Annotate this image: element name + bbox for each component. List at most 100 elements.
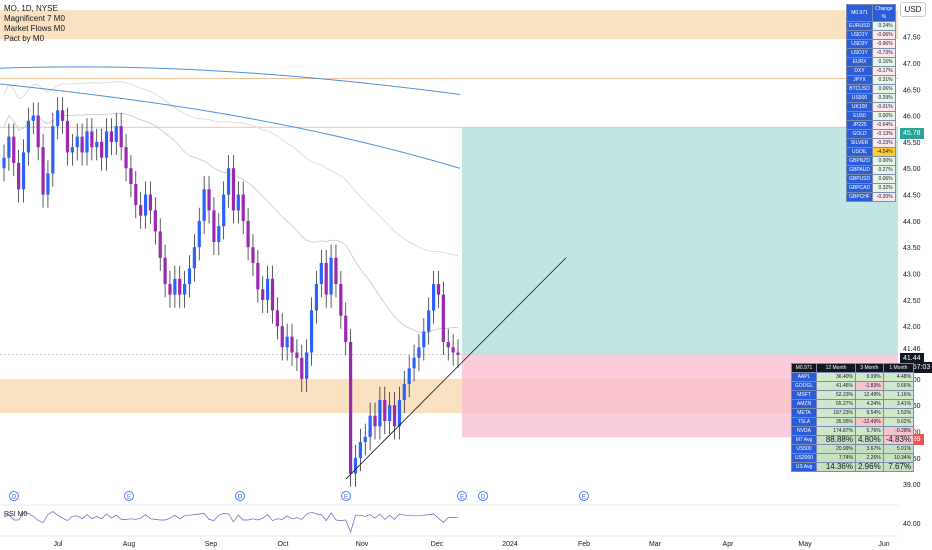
fx-symbol: GBPCAD (845, 183, 874, 193)
symbol-title[interactable]: MO, 1D, NYSE (4, 4, 58, 13)
time-axis[interactable]: Jul Aug Sep Oct Nov Dec 2024 Feb Mar Apr May Jun (0, 535, 898, 548)
fx-symbol: JPYX (845, 75, 874, 85)
event-marker-label: D (12, 495, 17, 501)
candle-body (217, 226, 221, 242)
m7-avg-value: 7.67% (882, 462, 915, 472)
fx-change: 0.00% (872, 156, 896, 166)
fx-row: GBPCHF -0.20% (845, 192, 896, 202)
x-tick-label: Jul (54, 541, 63, 548)
fx-symbol: SILVER (845, 138, 874, 148)
candle-body (397, 399, 402, 427)
candle-body (197, 220, 201, 248)
candle-body (231, 168, 236, 211)
m7-value: 9.54% (855, 408, 884, 418)
candle-body (2, 157, 6, 169)
candle-body (129, 168, 133, 185)
m7-row: AAPL 36.40% 9.99% 4.48% (791, 372, 915, 382)
m7-symbol: GOOGL (791, 381, 817, 391)
indicator-magnificent-7[interactable]: Magnificent 7 M0 (4, 14, 65, 23)
m7-value: 12.49% (855, 390, 884, 400)
m7-value: 52.23% (816, 390, 856, 400)
m7-value: 4.24% (855, 399, 884, 409)
m7-row: TSLA 35.95% -12.49% 9.62% (791, 417, 915, 427)
m7-value: 0.66% (882, 381, 915, 391)
y-tick-label: 43.50 (903, 245, 921, 252)
event-marker-label: D (238, 495, 243, 501)
event-marker (124, 491, 134, 501)
m7-avg-value: 20.99% (816, 444, 856, 454)
candle-body (90, 131, 94, 148)
indicator-pact[interactable]: Pact by M0 (4, 34, 45, 43)
m7-symbol: NVDA (791, 426, 817, 436)
candle-body (339, 284, 343, 316)
candle-body (388, 405, 392, 422)
candlestick-series (2, 97, 460, 487)
event-marker (341, 491, 351, 501)
fx-change: -0.06% (872, 30, 896, 40)
candle-body (158, 231, 162, 258)
m7-header-cell: M0.971 (791, 363, 817, 373)
m7-avg-row: US500 20.99% 3.67% 5.01% (791, 444, 915, 454)
m7-symbol: MSFT (791, 390, 817, 400)
candle-body (436, 284, 441, 295)
x-tick-label: Nov (356, 541, 369, 548)
candle-body (285, 336, 289, 348)
event-marker-label: E (127, 495, 131, 501)
candle-body (60, 110, 65, 121)
candle-body (290, 336, 294, 353)
rsi-axis-label: 40.00 (903, 521, 921, 528)
candle-body (85, 131, 89, 153)
indicator-market-flows[interactable]: Market Flows M0 (4, 24, 65, 33)
fx-symbol: GOLD (845, 129, 874, 139)
fx-change: 0.06% (872, 84, 896, 94)
candle-body (309, 310, 314, 353)
fx-symbol: GBPUSD (845, 174, 874, 184)
m7-header-row: M0.971 12 Month 3 Month 1 Month (791, 363, 915, 373)
fx-symbol: EU50 (845, 111, 874, 121)
candle-body (392, 405, 397, 427)
fx-change: 0.32% (872, 183, 896, 193)
m7-avg-row: M7 Avg 88.88% 4.80% -4.83% (791, 435, 915, 445)
candle-body (178, 278, 182, 295)
rsi-title: RSI M0 (4, 511, 27, 518)
candle-body (451, 347, 455, 353)
candle-body (109, 131, 113, 142)
fx-change: -0.96% (872, 39, 896, 49)
candle-body (246, 220, 250, 248)
candle-body (431, 284, 436, 311)
candle-body (80, 136, 84, 153)
x-tick-label: Oct (278, 541, 289, 548)
fx-symbol: USOIL (845, 147, 874, 157)
fx-row: GBPCAD 0.32% (845, 183, 896, 193)
fx-symbol: USD3Y (845, 39, 874, 49)
rsi-line (3, 511, 459, 534)
magnificent-7-table: M0.971 12 Month 3 Month 1 Month AAPL 36.40% 9.… (791, 363, 915, 472)
y-tick-label: 46.50 (903, 87, 921, 94)
m7-avg-row: US Avg 14.36% 2.96% 7.67% (791, 462, 915, 472)
candle-body (168, 284, 172, 295)
trendline[interactable] (345, 257, 567, 480)
candle-body (363, 436, 367, 443)
fx-change: 0.00% (872, 111, 896, 121)
m7-value: 41.46% (816, 381, 856, 391)
event-marker-label: E (460, 495, 464, 501)
y-tick-label: 46.00 (903, 114, 921, 121)
x-tick-label: Feb (578, 541, 590, 548)
candle-body (75, 136, 79, 148)
m7-value: 187.23% (816, 408, 856, 418)
m7-value: 65.27% (816, 399, 856, 409)
x-tick-label: Jun (878, 541, 889, 548)
fx-change: -0.20% (872, 192, 896, 202)
target-price-tag: 45.78 (900, 128, 924, 139)
candle-body (104, 131, 109, 158)
candle-body (324, 263, 328, 295)
event-marker (478, 491, 488, 501)
long-position-tool[interactable] (462, 127, 898, 438)
y-tick-label: 44.00 (903, 219, 921, 226)
candle-body (134, 184, 138, 206)
currency-button[interactable]: USD (900, 2, 926, 17)
m7-avg-value: 88.88% (816, 435, 856, 445)
y-tick-label: 47.50 (903, 35, 921, 42)
